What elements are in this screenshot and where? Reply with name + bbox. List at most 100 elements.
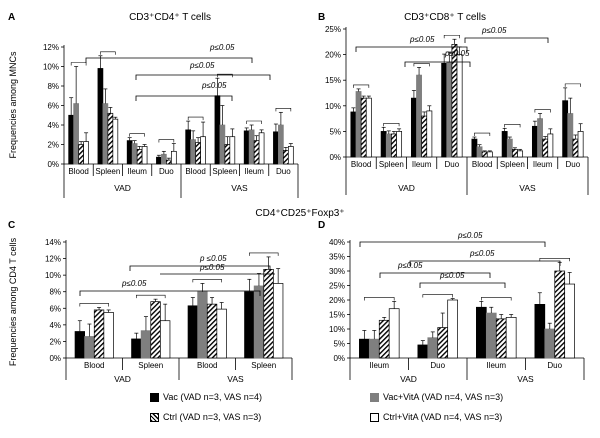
sig-bracket-d xyxy=(409,260,561,266)
y-tick-label-d: 35% xyxy=(329,253,345,262)
bar-d-vac-vita xyxy=(544,328,556,359)
sig-bracket-small-a xyxy=(70,62,87,66)
bar-b-vac-vita xyxy=(446,61,453,158)
bar-a-ctrl xyxy=(166,159,172,165)
y-tick-label-c: 14% xyxy=(45,238,61,247)
bar-d-vac xyxy=(476,306,487,359)
bar-b-ctrl xyxy=(572,138,579,158)
bar-c-ctrl-vita xyxy=(216,308,227,359)
bar-a-vac xyxy=(185,129,192,165)
bar-a-ctrl-vita xyxy=(170,150,177,165)
x-tick-label-b: Ileum xyxy=(533,160,553,169)
y-tick-label-a: 4% xyxy=(47,121,59,130)
bar-b-ctrl xyxy=(512,148,518,158)
bar-b-vac xyxy=(441,62,448,158)
bar-a-vac xyxy=(126,140,133,165)
bar-c-vac xyxy=(131,338,142,359)
bar-b-ctrl-vita xyxy=(547,133,554,158)
legend-label-vacvita: Vac+VitA (VAD n=4, VAS n=3) xyxy=(383,392,504,402)
bar-a-ctrl-vita xyxy=(258,132,265,165)
bar-b-vac xyxy=(501,131,508,158)
y-tick-label-d: 0% xyxy=(333,354,345,363)
bar-b-vac xyxy=(531,125,538,158)
legend-label-ctrl: Ctrl (VAD n=3, VAS n=3) xyxy=(163,412,262,422)
bar-b-vac xyxy=(380,131,387,158)
bar-a-ctrl xyxy=(224,144,231,165)
sig-annotation-b: p≤0.05 xyxy=(481,26,507,35)
y-tick-label-a: 0% xyxy=(47,160,59,169)
sig-bracket-small-d xyxy=(481,297,512,301)
bar-a-vac xyxy=(97,68,104,165)
sig-bracket-c xyxy=(129,265,271,271)
x-tick-label-b: Duo xyxy=(445,160,460,169)
bar-a-ctrl xyxy=(78,144,84,165)
bar-a-vac xyxy=(243,130,250,165)
bar-b-ctrl-vita xyxy=(456,54,463,158)
y-tick-label-d: 30% xyxy=(329,267,345,276)
sig-annotation-d: p≤0.05 xyxy=(439,271,465,280)
sig-bracket-small-b xyxy=(413,63,430,67)
sig-bracket-small-b xyxy=(504,124,521,128)
bar-a-vac-vita xyxy=(278,124,284,165)
bar-b-ctrl-vita xyxy=(486,151,493,158)
bar-b-vac xyxy=(410,97,417,158)
x-tick-label-a: Spleen xyxy=(95,167,120,176)
bar-b-vac-vita xyxy=(567,113,574,158)
y-tick-label-d: 15% xyxy=(329,311,345,320)
group-label-b-vad: VAD xyxy=(398,183,415,193)
y-tick-label-b: 5% xyxy=(329,127,341,136)
sig-bracket-small-a xyxy=(100,51,116,55)
bar-d-ctrl-vita xyxy=(564,283,575,359)
legend-swatch-vacvita xyxy=(370,392,379,402)
bar-b-ctrl xyxy=(421,115,428,158)
sig-annotation-b: p≤0.05 xyxy=(409,35,435,44)
bar-c-vac xyxy=(244,291,255,359)
bar-b-vac xyxy=(350,111,357,158)
sig-bracket-a xyxy=(135,95,233,101)
sig-annotation-a: p≤0.05 xyxy=(209,43,235,52)
y-tick-label-d: 10% xyxy=(329,325,345,334)
y-tick-label-d: 5% xyxy=(333,340,345,349)
legend-item-vac: Vac (VAD n=3, VAS n=4) xyxy=(150,392,262,402)
y-tick-label-a: 2% xyxy=(47,141,59,150)
x-tick-label-d: Ileum xyxy=(369,361,389,370)
sig-bracket-small-b xyxy=(474,132,491,137)
y-tick-label-b: 25% xyxy=(325,25,341,34)
sig-annotation-c: p≤0.05 xyxy=(121,279,147,288)
bar-d-vac-vita xyxy=(368,338,380,359)
legend-swatch-ctrlvita xyxy=(370,412,379,422)
bar-c-ctrl xyxy=(206,303,218,359)
x-tick-label-c: Blood xyxy=(197,361,217,370)
y-axis-label-c: Frequencies among CD4 T cells xyxy=(8,237,18,366)
bar-b-ctrl-vita xyxy=(517,150,524,158)
x-tick-label-b: Blood xyxy=(472,160,492,169)
panel-label-c: C xyxy=(8,220,15,231)
sig-bracket-small-b xyxy=(383,123,400,127)
sig-bracket-d xyxy=(379,272,491,278)
bar-a-vac-vita xyxy=(131,143,138,165)
y-tick-label-c: 4% xyxy=(49,321,61,330)
x-tick-label-a: Blood xyxy=(68,167,88,176)
y-tick-label-c: 0% xyxy=(49,354,61,363)
bar-c-ctrl xyxy=(150,301,161,359)
bar-d-vac-vita xyxy=(427,337,439,359)
x-tick-label-b: Spleen xyxy=(379,160,404,169)
y-tick-label-a: 6% xyxy=(47,102,59,111)
bar-b-vac-vita xyxy=(385,133,392,158)
x-tick-label-c: Spleen xyxy=(251,361,276,370)
bar-c-vac-vita xyxy=(253,285,265,359)
bar-b-ctrl-vita xyxy=(426,110,433,158)
x-tick-label-b: Blood xyxy=(351,160,371,169)
sig-bracket-small-a xyxy=(129,133,145,137)
bar-d-vac-vita xyxy=(485,312,497,359)
bar-b-ctrl xyxy=(481,151,488,158)
bar-d-ctrl-vita xyxy=(388,308,400,359)
y-tick-label-a: 12% xyxy=(43,43,59,52)
bar-c-vac-vita xyxy=(84,336,95,359)
sig-annotation-a: p≤0.05 xyxy=(201,81,227,90)
bar-a-vac-vita xyxy=(219,124,226,165)
sig-bracket-a xyxy=(135,74,271,80)
sig-bracket-small-a xyxy=(187,116,204,121)
sig-bracket-small-d xyxy=(422,294,453,298)
x-tick-label-d: Duo xyxy=(430,361,445,370)
